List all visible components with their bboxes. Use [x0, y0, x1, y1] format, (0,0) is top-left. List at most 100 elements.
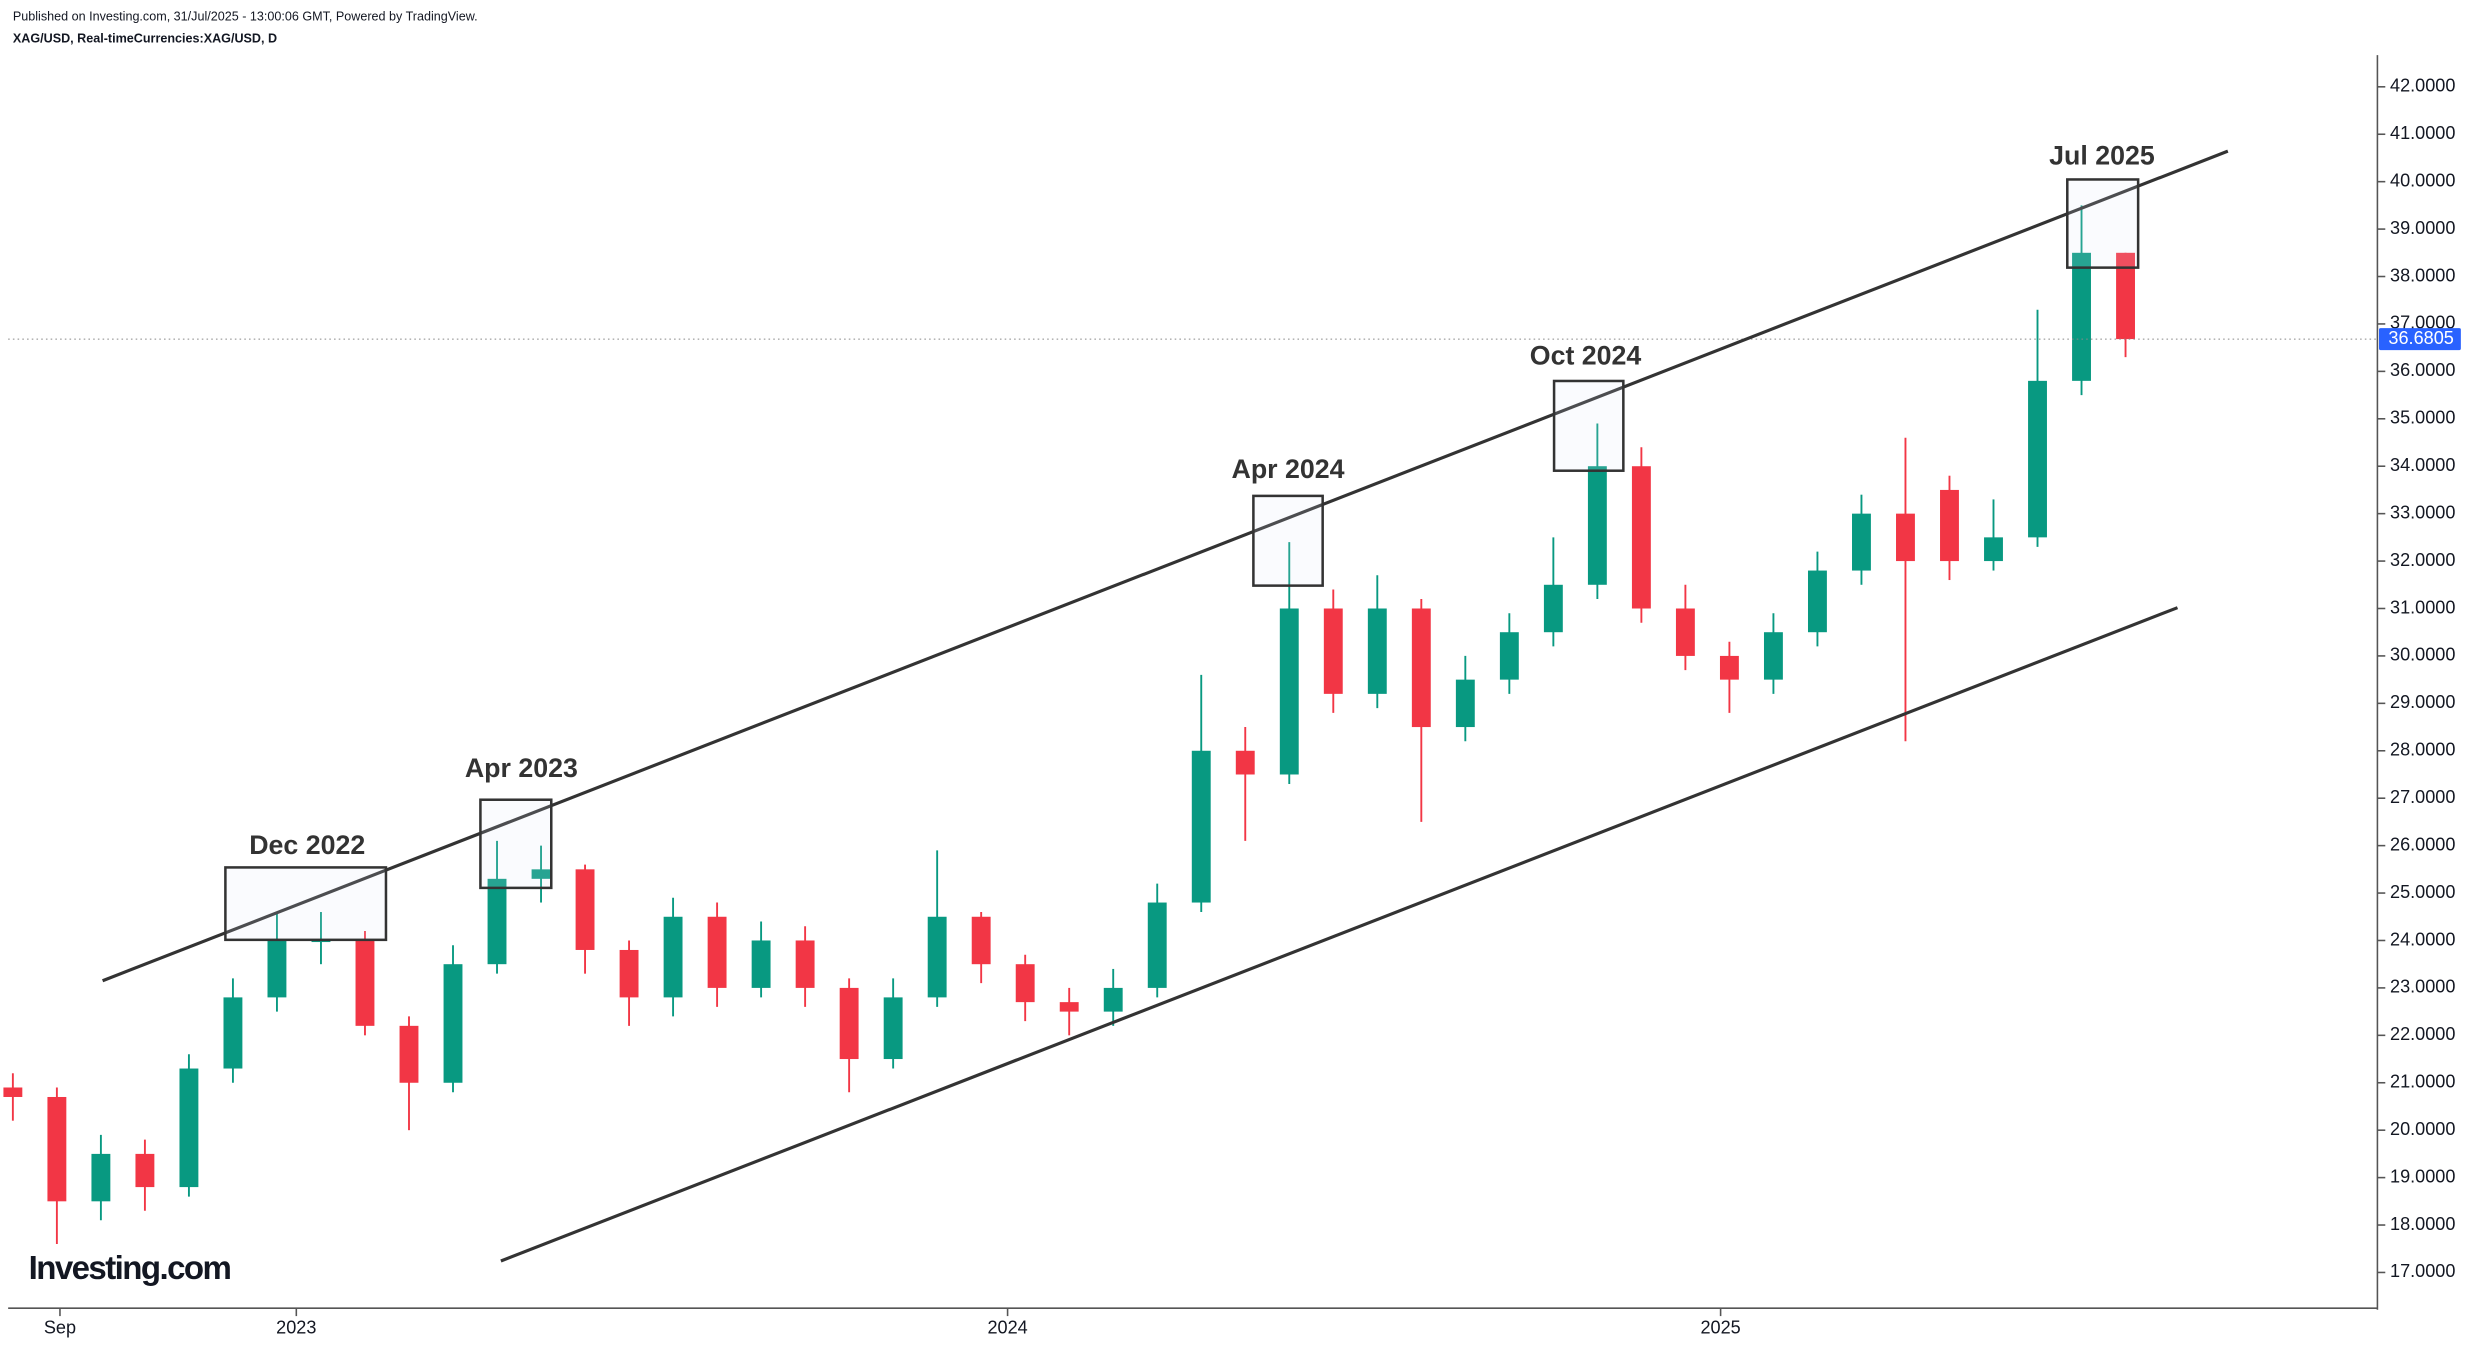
candle-body [1763, 632, 1783, 680]
annotation-box [479, 798, 553, 890]
y-tick-label: 36.0000 [2390, 360, 2455, 380]
candle-body [1896, 513, 1915, 562]
annotation-label: Apr 2024 [1232, 454, 1345, 484]
candle-body [179, 1068, 199, 1188]
candle-body [1015, 964, 1035, 1003]
y-tick-label: 42.0000 [2390, 76, 2455, 96]
y-tick-label: 34.0000 [2390, 455, 2455, 475]
y-tick-label: 22.0000 [2390, 1024, 2455, 1044]
candle-body [1367, 608, 1387, 694]
candle-body [927, 916, 947, 998]
candle-body [91, 1153, 111, 1202]
y-tick-label: 35.0000 [2390, 408, 2455, 428]
candle-body [1323, 608, 1343, 694]
y-tick-label: 37.0000 [2390, 313, 2455, 333]
candle-body [267, 940, 287, 998]
y-tick-label: 28.0000 [2390, 740, 2455, 760]
annotation-label: Dec 2022 [249, 830, 365, 860]
candle-body [839, 987, 859, 1060]
y-tick-label: 33.0000 [2390, 502, 2455, 522]
x-tick-label: 2025 [1700, 1317, 1740, 1337]
y-tick-label: 27.0000 [2390, 787, 2455, 807]
y-tick-label: 29.0000 [2390, 692, 2455, 712]
x-tick-label: 2024 [987, 1317, 1027, 1337]
candle-body [1103, 987, 1123, 1012]
candle-body [487, 878, 507, 965]
y-tick-label: 26.0000 [2390, 834, 2455, 854]
candle-body [1631, 466, 1651, 609]
y-tick-label: 19.0000 [2390, 1166, 2455, 1186]
candle-body [2028, 380, 2047, 538]
candle-body [355, 940, 375, 1026]
candle-body [795, 940, 815, 988]
annotation-box [2066, 178, 2140, 269]
candle-body [1059, 1002, 1079, 1012]
candles: 36.6805 [3, 205, 2461, 1245]
candle-body [1235, 750, 1255, 775]
candle-body [1543, 584, 1563, 633]
annotation-box [224, 866, 388, 942]
candle-body [1719, 655, 1739, 680]
annotation-box [1252, 494, 1324, 587]
candle-body [1279, 608, 1299, 775]
annotation-label: Jul 2025 [2049, 140, 2155, 170]
candle-body [531, 869, 551, 879]
candle-body [1455, 679, 1475, 728]
candle-body [751, 940, 771, 988]
y-tick-label: 20.0000 [2390, 1119, 2455, 1139]
candle-body [1807, 570, 1827, 633]
y-tick-label: 17.0000 [2390, 1261, 2455, 1281]
candle-body [223, 997, 243, 1069]
watermark: Investing.com [29, 1250, 231, 1287]
candle-body [2072, 252, 2091, 381]
candle-body [3, 1087, 23, 1097]
candle-body [399, 1025, 419, 1083]
candle-body [971, 916, 991, 965]
annotation-label: Oct 2024 [1530, 340, 1642, 370]
y-tick-label: 38.0000 [2390, 265, 2455, 285]
y-tick-label: 41.0000 [2390, 123, 2455, 143]
candle-body [707, 916, 727, 988]
candle-body [1940, 489, 1959, 562]
candle-body [883, 997, 903, 1060]
y-tick-label: 31.0000 [2390, 597, 2455, 617]
last-price-label: 36.6805 [2388, 328, 2453, 348]
y-tick-label: 39.0000 [2390, 218, 2455, 238]
candle-body [1147, 902, 1167, 988]
upper-trendline [102, 149, 2229, 983]
candle-body [575, 869, 595, 950]
candle-body [1675, 608, 1695, 656]
last-price-tag [2378, 328, 2461, 351]
symbol-label: XAG/USD, Real-timeCurrencies:XAG/USD, D [13, 32, 277, 46]
y-tick-label: 30.0000 [2390, 645, 2455, 665]
candle-body [443, 964, 463, 1083]
x-tick-label: 2023 [276, 1317, 316, 1337]
tick-layer: 17.0000 18.0000 19.0000 20.0000 21.0000 22.00… [44, 76, 2456, 1338]
candle-body [135, 1153, 155, 1188]
y-tick-label: 23.0000 [2390, 977, 2455, 997]
candle-body [663, 916, 683, 998]
y-tick-label: 24.0000 [2390, 929, 2455, 949]
candle-body [47, 1096, 67, 1202]
candle-body [1852, 513, 1871, 571]
candle-body [311, 940, 331, 943]
candle-body [619, 949, 639, 998]
candle-body [1411, 608, 1431, 728]
candle-body [1984, 537, 2003, 562]
candle-body [1499, 632, 1519, 680]
y-tick-label: 18.0000 [2390, 1214, 2455, 1234]
y-tick-label: 32.0000 [2390, 550, 2455, 570]
candle-body [1191, 750, 1211, 903]
lower-trendline [500, 606, 2179, 1263]
candle-body [2116, 252, 2135, 340]
y-tick-label: 40.0000 [2390, 170, 2455, 190]
y-tick-label: 21.0000 [2390, 1072, 2455, 1092]
published-note: Published on Investing.com, 31/Jul/2025 … [13, 10, 478, 24]
y-tick-label: 25.0000 [2390, 882, 2455, 902]
annotation-label: Apr 2023 [465, 753, 578, 783]
annotation-box [1552, 379, 1625, 472]
x-tick-label: Sep [44, 1317, 76, 1337]
candle-body [1587, 466, 1607, 585]
